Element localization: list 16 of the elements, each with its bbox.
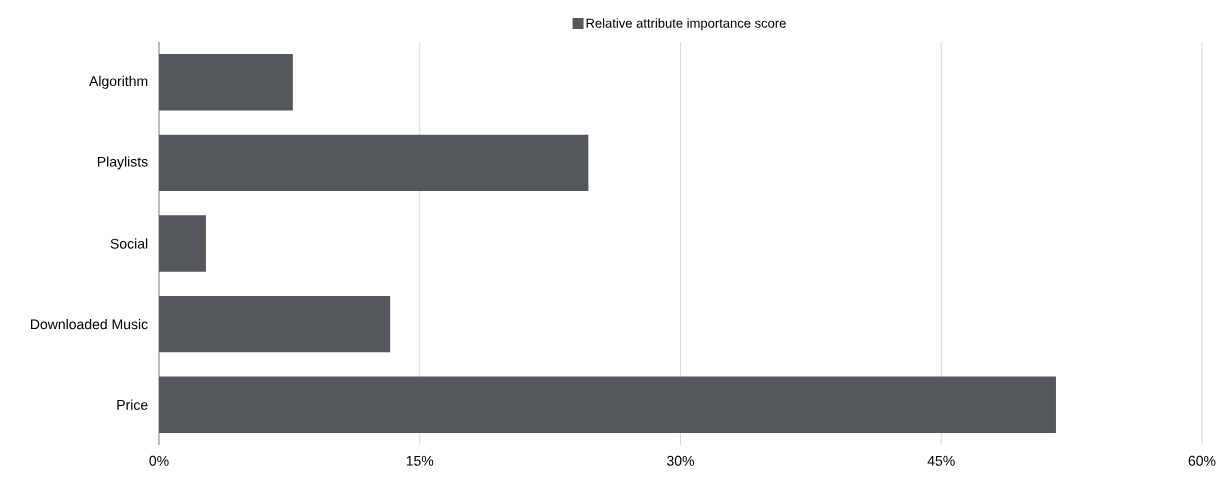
bar	[159, 54, 293, 111]
y-tick-label: Playlists	[97, 156, 148, 170]
x-tick-label: 45%	[927, 455, 955, 466]
y-tick-label: Algorithm	[89, 75, 148, 89]
y-tick-label: Social	[110, 238, 148, 249]
bar	[159, 215, 206, 272]
bar	[159, 376, 1056, 433]
bar	[159, 295, 391, 353]
bar	[159, 134, 589, 192]
x-tick-label: 60%	[1188, 455, 1216, 466]
legend-label: Relative attribute importance score	[586, 18, 786, 31]
y-tick-label: Price	[117, 399, 148, 410]
y-tick-label: Downloaded Music	[31, 318, 148, 330]
x-tick-label: 15%	[406, 455, 434, 466]
x-tick-label: 0%	[149, 455, 169, 466]
x-tick-label: 30%	[667, 455, 694, 466]
